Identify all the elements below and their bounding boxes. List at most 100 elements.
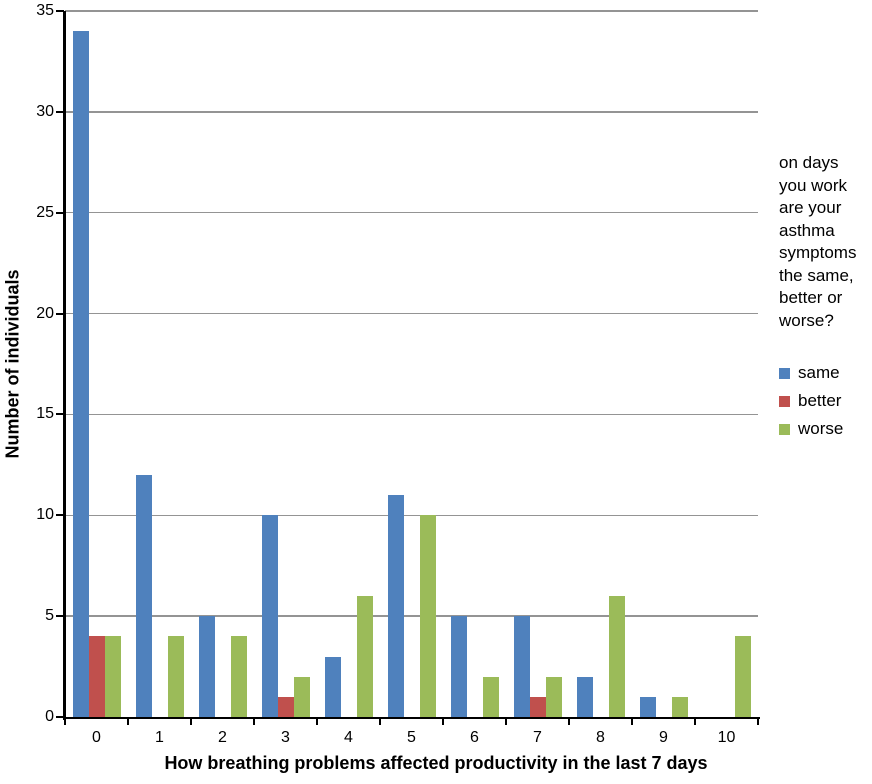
x-axis-tick-1 <box>127 717 129 725</box>
x-axis-tick-6 <box>442 717 444 725</box>
bar-better-7 <box>529 696 546 717</box>
bar-same-9 <box>639 696 656 717</box>
plot-area <box>65 10 758 717</box>
x-axis-tick-label-2: 2 <box>218 729 227 746</box>
x-axis-tick-label-4: 4 <box>344 729 353 746</box>
legend-swatch-better <box>779 395 790 407</box>
bar-worse-10 <box>734 636 751 717</box>
x-axis-line <box>63 716 760 719</box>
gridline-25 <box>65 211 758 214</box>
bar-same-3 <box>261 515 278 717</box>
bar-worse-0 <box>104 636 121 717</box>
legend-swatch-same <box>779 367 790 379</box>
x-axis-tick-label-5: 5 <box>407 729 416 746</box>
bar-group-3 <box>254 11 317 717</box>
y-axis-tick-label-30: 30 <box>36 102 54 120</box>
bar-same-5 <box>387 495 404 717</box>
legend-swatch-worse <box>779 423 790 435</box>
bar-worse-8 <box>608 595 625 717</box>
bar-worse-9 <box>671 696 688 717</box>
y-axis-tick-label-0: 0 <box>45 708 54 725</box>
legend-label-same: same <box>798 363 840 382</box>
y-axis-tick-label-20: 20 <box>36 304 54 322</box>
bar-group-6 <box>443 11 506 717</box>
bar-group-4 <box>317 11 380 717</box>
y-axis-tick-0 <box>56 716 64 718</box>
y-axis-tick-35 <box>56 10 64 12</box>
x-axis-tick-11 <box>757 717 759 725</box>
y-axis-tick-label-25: 25 <box>36 203 54 221</box>
legend-item-same: same <box>779 362 869 384</box>
bar-worse-3 <box>293 676 310 717</box>
bar-worse-7 <box>545 676 562 717</box>
y-axis-tick-10 <box>56 514 64 517</box>
bar-group-7 <box>506 11 569 717</box>
x-axis-tick-label-9: 9 <box>659 729 668 746</box>
x-axis-tick-label-0: 0 <box>92 729 101 746</box>
x-axis-tick-label-10: 10 <box>717 729 736 746</box>
gridline-20 <box>65 312 758 315</box>
x-axis-tick-label-8: 8 <box>596 729 605 746</box>
x-axis-tick-label-7: 7 <box>533 729 542 746</box>
gridline-15 <box>65 413 758 416</box>
x-axis-tick-9 <box>631 717 633 725</box>
y-axis-tick-label-5: 5 <box>45 607 54 625</box>
x-axis-tick-2 <box>190 717 192 725</box>
y-axis-tick-30 <box>56 110 64 113</box>
bar-better-0 <box>88 636 105 717</box>
x-axis-tick-4 <box>316 717 318 725</box>
y-axis-tick-15 <box>56 413 64 416</box>
bar-better-3 <box>277 696 294 717</box>
y-axis-tick-label-10: 10 <box>36 506 54 524</box>
legend: on days you work are your asthma symptom… <box>779 152 869 446</box>
bar-same-6 <box>450 616 467 717</box>
x-axis-tick-7 <box>505 717 507 725</box>
bar-worse-2 <box>230 636 247 717</box>
bar-group-5 <box>380 11 443 717</box>
x-axis-title: How breathing problems affected producti… <box>164 753 708 773</box>
bar-same-4 <box>324 656 341 717</box>
gridline-10 <box>65 514 758 517</box>
bar-group-9 <box>632 11 695 717</box>
y-axis-tick-label-15: 15 <box>36 405 54 423</box>
legend-label-better: better <box>798 391 842 410</box>
x-axis-tick-3 <box>253 717 255 725</box>
x-axis-tick-5 <box>379 717 381 725</box>
bar-group-0 <box>65 11 128 717</box>
legend-label-worse: worse <box>798 419 844 438</box>
y-axis-tick-20 <box>56 312 64 315</box>
gridline-5 <box>65 615 758 617</box>
x-axis-tick-label-6: 6 <box>470 729 479 746</box>
bar-worse-5 <box>419 515 436 717</box>
y-axis-tick-25 <box>56 211 64 214</box>
bar-worse-4 <box>356 595 373 717</box>
y-axis-line <box>63 11 66 720</box>
x-axis-tick-labels: 0 1 2 3 4 5 6 7 8 9 10 <box>65 728 758 748</box>
x-axis-tick-10 <box>694 717 696 725</box>
bar-same-0 <box>72 31 89 717</box>
bar-same-2 <box>198 616 215 717</box>
bar-same-1 <box>135 474 152 717</box>
bar-worse-1 <box>167 636 184 717</box>
y-axis-tick-label-35: 35 <box>36 2 54 19</box>
gridline-35 <box>65 10 758 12</box>
bar-worse-6 <box>482 676 499 717</box>
x-axis-tick-label-3: 3 <box>281 729 290 746</box>
legend-item-worse: worse <box>779 418 869 440</box>
legend-items: same better worse <box>779 362 869 440</box>
legend-item-better: better <box>779 390 869 412</box>
bar-group-8 <box>569 11 632 717</box>
bar-group-1 <box>128 11 191 717</box>
bar-same-8 <box>576 676 593 717</box>
bar-group-2 <box>191 11 254 717</box>
x-axis-tick-label-1: 1 <box>155 729 164 746</box>
bar-group-10 <box>695 11 758 717</box>
legend-title: on days you work are your asthma symptom… <box>779 153 857 330</box>
x-axis-tick-8 <box>568 717 570 725</box>
gridline-30 <box>65 111 758 113</box>
y-axis-title: Number of individuals <box>2 269 23 459</box>
bar-same-7 <box>513 616 530 717</box>
x-axis-tick-0 <box>64 717 66 725</box>
y-axis-tick-5 <box>56 615 64 618</box>
